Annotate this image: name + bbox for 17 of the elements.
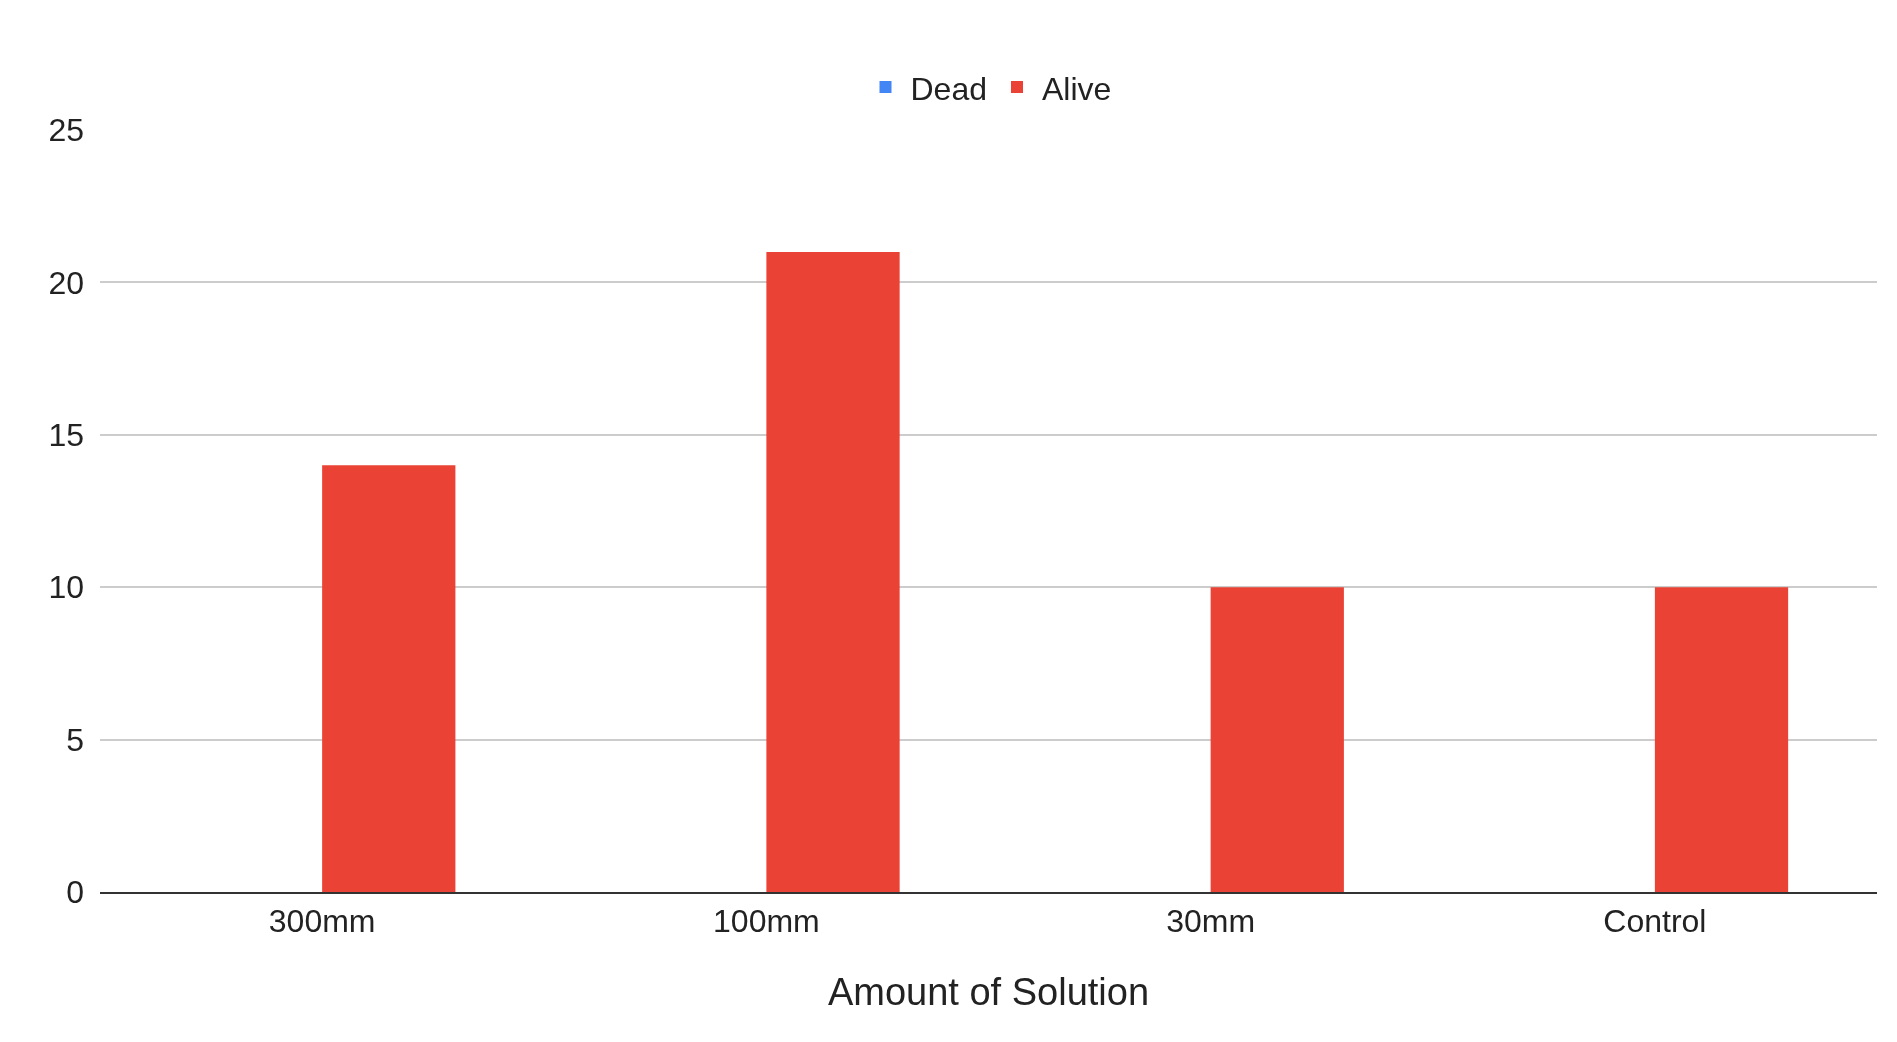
bar (1210, 587, 1344, 892)
y-tick-label: 0 (66, 874, 84, 911)
y-tick-label: 10 (48, 569, 84, 606)
legend-label: Alive (1042, 70, 1112, 107)
y-tick-label: 25 (48, 112, 84, 149)
bar (1654, 587, 1789, 892)
y-tick-label: 5 (66, 721, 84, 758)
x-tick-label: Control (1603, 903, 1707, 940)
x-tick-label: 300mm (268, 903, 376, 940)
x-tick-label: 100mm (713, 903, 820, 940)
y-tick-label: 20 (48, 264, 84, 301)
bar (766, 251, 900, 892)
x-tick-label: 30mm (1166, 903, 1256, 940)
legend-label: Dead (910, 70, 987, 107)
x-axis-title: Amount of Solution (827, 971, 1150, 1013)
bar (322, 465, 456, 892)
y-tick-label: 15 (48, 417, 84, 453)
